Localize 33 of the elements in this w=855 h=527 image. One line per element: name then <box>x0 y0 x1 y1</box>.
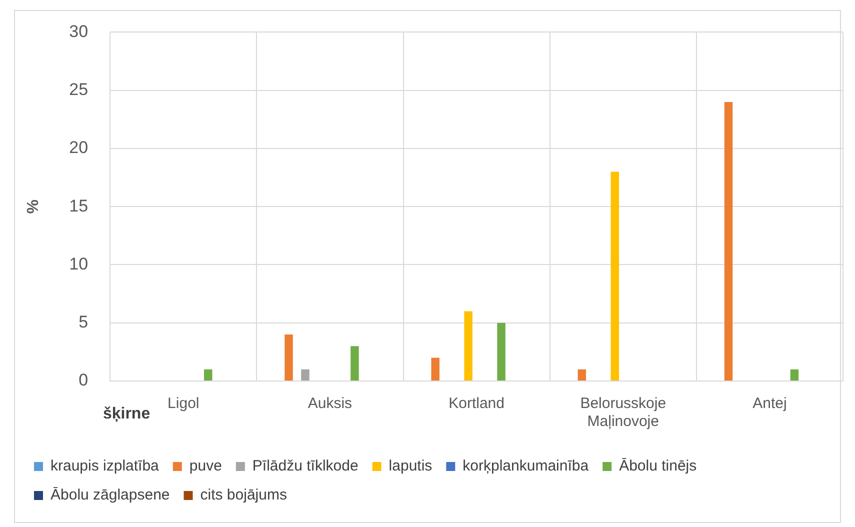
x-tick-label: Kortland <box>448 395 504 412</box>
legend-label: cits bojājums <box>200 486 287 504</box>
y-tick-label: 20 <box>69 138 88 158</box>
legend-label: Ābolu tinējs <box>619 458 697 475</box>
x-tick-label: Ligol <box>168 395 200 412</box>
legend-label: Pīlādžu tīklkode <box>252 458 358 475</box>
x-axis-title: šķirne <box>102 405 150 422</box>
legend-label: kraupis izplatība <box>50 458 160 475</box>
bar <box>284 334 293 380</box>
bar <box>610 172 620 380</box>
legend-label: Ābolu zāglapsene <box>50 486 170 504</box>
bar <box>301 369 310 380</box>
y-tick-label: 5 <box>78 312 88 332</box>
bar <box>578 369 586 380</box>
bar <box>790 369 799 380</box>
bar <box>497 322 506 380</box>
bar <box>204 369 212 380</box>
bar <box>350 346 359 380</box>
legend-label: puve <box>189 458 222 475</box>
y-tick-label: 0 <box>78 370 88 390</box>
x-tick-label: Auksis <box>308 395 352 412</box>
y-axis-title: % <box>25 199 42 214</box>
bar <box>431 358 440 380</box>
bar <box>464 311 472 380</box>
x-tick-label: Belorusskoje Maļinovoje <box>580 395 666 430</box>
legend-label: laputis <box>388 458 432 475</box>
y-tick-label: 25 <box>69 80 88 100</box>
legend-label: korķplankumainība <box>462 458 590 475</box>
y-tick-label: 30 <box>69 22 88 41</box>
y-tick-label: 15 <box>69 196 88 216</box>
x-tick-label: Antej <box>752 395 787 412</box>
bar <box>724 102 733 380</box>
y-tick-label: 10 <box>69 254 88 274</box>
